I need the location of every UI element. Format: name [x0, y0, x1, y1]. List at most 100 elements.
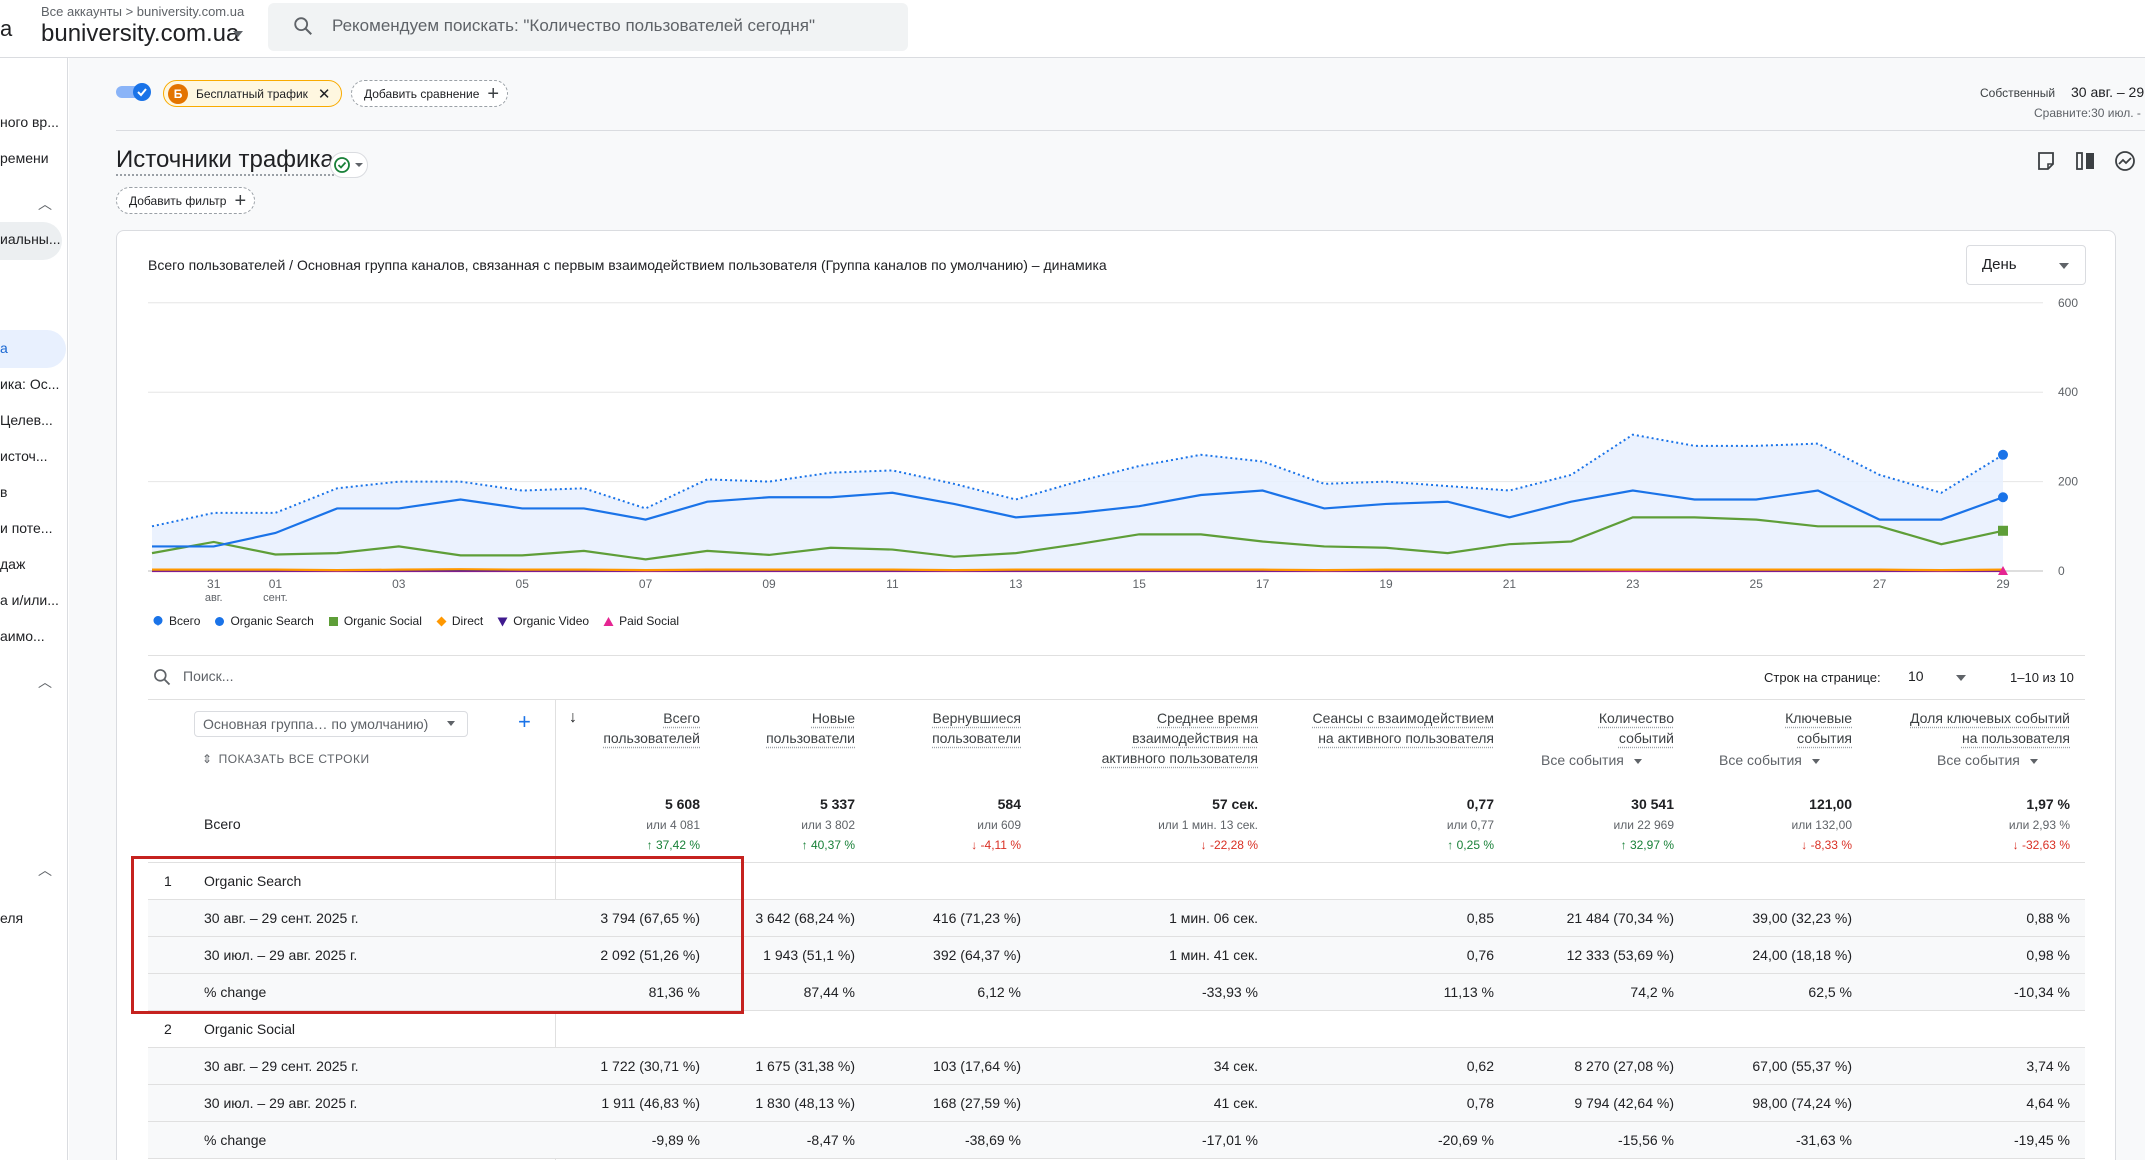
nav-item[interactable]: ремени — [0, 150, 49, 166]
event-filter-select[interactable]: Все события — [1937, 752, 2038, 768]
add-comparison-label: Добавить сравнение — [364, 87, 479, 101]
close-icon[interactable]: ✕ — [318, 85, 331, 103]
column-header[interactable]: Сеансы с взаимодействием на активного пол… — [1290, 708, 1494, 748]
table-cell: 1 911 (46,83 %) — [570, 1095, 700, 1111]
granularity-value: День — [1982, 256, 2017, 273]
x-tick-label: 29 — [1996, 577, 2010, 591]
divider — [116, 130, 2145, 131]
nav-item[interactable]: еля — [0, 910, 23, 926]
add-filter-button[interactable]: Добавить фильтр + — [116, 187, 255, 214]
legend-marker-icon — [214, 616, 225, 627]
column-header[interactable]: Доля ключевых событий на пользователя — [1880, 708, 2070, 748]
column-header[interactable]: Количество событий — [1520, 708, 1674, 748]
table-cell: 67,00 (55,37 %) — [1700, 1058, 1852, 1074]
nav-item[interactable]: даж — [0, 556, 25, 572]
legend-label: Organic Video — [513, 614, 589, 628]
table-cell: 74,2 % — [1520, 984, 1674, 1000]
x-tick-label: 23 — [1626, 577, 1640, 591]
column-header[interactable]: Ключевые события — [1700, 708, 1852, 748]
caret-down-icon[interactable] — [1956, 675, 1966, 681]
x-tick-label: 15 — [1133, 577, 1147, 591]
legend-item[interactable]: Organic Social — [328, 614, 422, 628]
date-range-value[interactable]: 30 авг. – 29 — [2071, 84, 2144, 100]
column-header[interactable]: Всего пользователей — [570, 708, 700, 748]
event-filter-select[interactable]: Все события — [1541, 752, 1642, 768]
column-header-text: Сеансы с взаимодействием — [1312, 710, 1494, 726]
event-filter-select[interactable]: Все события — [1719, 752, 1820, 768]
totals-label: Всего — [204, 816, 241, 832]
legend-item[interactable]: Всего — [152, 614, 200, 628]
column-header-text: пользователи — [766, 730, 855, 746]
report-status-chip[interactable] — [330, 152, 368, 178]
total-compare-value: или 22 969 — [1520, 818, 1674, 832]
y-tick-label: 400 — [2058, 385, 2078, 399]
nav-item[interactable]: иальны... — [0, 231, 61, 247]
nav-item[interactable]: а и/или... — [0, 592, 59, 608]
legend-item[interactable]: Paid Social — [603, 614, 679, 628]
rows-per-page-select[interactable]: 10 — [1908, 668, 1924, 684]
total-change: ↓ -32,63 % — [1880, 838, 2070, 852]
nav-item[interactable]: ного вр... — [0, 114, 59, 130]
account-selector[interactable]: buniversity.com.ua — [41, 20, 239, 48]
row-label: % change — [204, 1132, 266, 1148]
legend-marker-icon — [328, 616, 339, 627]
dimension-label: Основная группа… по умолчанию) — [203, 716, 428, 732]
nav-item[interactable]: Целев... — [0, 412, 53, 428]
nav-item[interactable]: и поте... — [0, 520, 52, 536]
x-tick-label: 21 — [1503, 577, 1517, 591]
legend-label: Paid Social — [619, 614, 679, 628]
caret-down-icon[interactable] — [233, 31, 243, 37]
legend-item[interactable]: Organic Video — [497, 614, 589, 628]
notes-icon[interactable] — [2036, 150, 2056, 172]
x-tick-label: 03 — [392, 577, 406, 591]
comparison-chip[interactable]: Б Бесплатный трафик ✕ — [163, 80, 342, 107]
comparison-date-range: Сравните:30 июл. - — [2034, 106, 2141, 120]
table-search-input[interactable]: Поиск... — [183, 668, 233, 684]
column-header[interactable]: Вернувшиеся пользователи — [880, 708, 1021, 748]
total-value: 57 сек. — [1060, 796, 1258, 812]
table-cell: -15,56 % — [1520, 1132, 1674, 1148]
x-tick-label: 09 — [762, 577, 776, 591]
x-tick-label: 05 — [516, 577, 530, 591]
line-chart[interactable]: 0 200 400 600 31авг. 01сент. 03 05 07 09 11 13 15 17 1… — [148, 290, 2108, 610]
column-header[interactable]: Новые пользователи — [730, 708, 855, 748]
legend-item[interactable]: Direct — [436, 614, 483, 628]
table-cell: 0,76 — [1290, 947, 1494, 963]
insights-icon[interactable] — [2114, 150, 2136, 172]
add-comparison-button[interactable]: Добавить сравнение + — [351, 80, 508, 107]
total-change: ↓ -8,33 % — [1700, 838, 1852, 852]
date-range-type[interactable]: Собственный — [1980, 86, 2055, 100]
nav-item-selected[interactable]: а — [0, 340, 8, 356]
channel-name[interactable]: Organic Social — [204, 1021, 295, 1037]
total-value: 30 541 — [1520, 796, 1674, 812]
column-header[interactable]: Среднее время взаимодействия на активного … — [1060, 708, 1258, 768]
legend-marker-icon — [152, 615, 164, 627]
add-dimension-button[interactable]: + — [518, 709, 531, 735]
column-header-text: на активного пользователя — [1318, 730, 1494, 746]
table-cell: -10,34 % — [1880, 984, 2070, 1000]
show-all-rows-button[interactable]: ⇕ ПОКАЗАТЬ ВСЕ СТРОКИ — [202, 752, 370, 766]
table-cell: 0,98 % — [1880, 947, 2070, 963]
row-number: 2 — [164, 1021, 172, 1037]
column-header-text: Вернувшиеся — [933, 710, 1022, 726]
compare-columns-icon[interactable] — [2075, 150, 2097, 172]
legend-item[interactable]: Organic Search — [214, 614, 313, 628]
table-cell: 9 794 (42,64 %) — [1520, 1095, 1674, 1111]
comparison-toggle[interactable] — [116, 82, 152, 102]
x-tick-label: 17 — [1256, 577, 1270, 591]
nav-item[interactable]: ика: Ос... — [0, 376, 59, 392]
nav-item[interactable]: аимо... — [0, 628, 45, 644]
table-cell: -20,69 % — [1290, 1132, 1494, 1148]
column-header-text: Количество — [1599, 710, 1674, 726]
chevron-up-icon[interactable]: ︿ — [38, 860, 52, 880]
series-line[interactable] — [152, 569, 2003, 570]
table-cell: 62,5 % — [1700, 984, 1852, 1000]
nav-item[interactable]: источ... — [0, 448, 48, 464]
nav-item[interactable]: в — [0, 484, 7, 500]
chevron-up-icon[interactable]: ︿ — [38, 194, 52, 214]
total-change: ↓ -22,28 % — [1060, 838, 1258, 852]
table-cell: 34 сек. — [1060, 1058, 1258, 1074]
chart-title: Всего пользователей / Основная группа ка… — [148, 257, 1107, 273]
breadcrumb[interactable]: Все аккаунты > buniversity.com.ua — [41, 4, 244, 19]
chevron-up-icon[interactable]: ︿ — [38, 672, 52, 692]
